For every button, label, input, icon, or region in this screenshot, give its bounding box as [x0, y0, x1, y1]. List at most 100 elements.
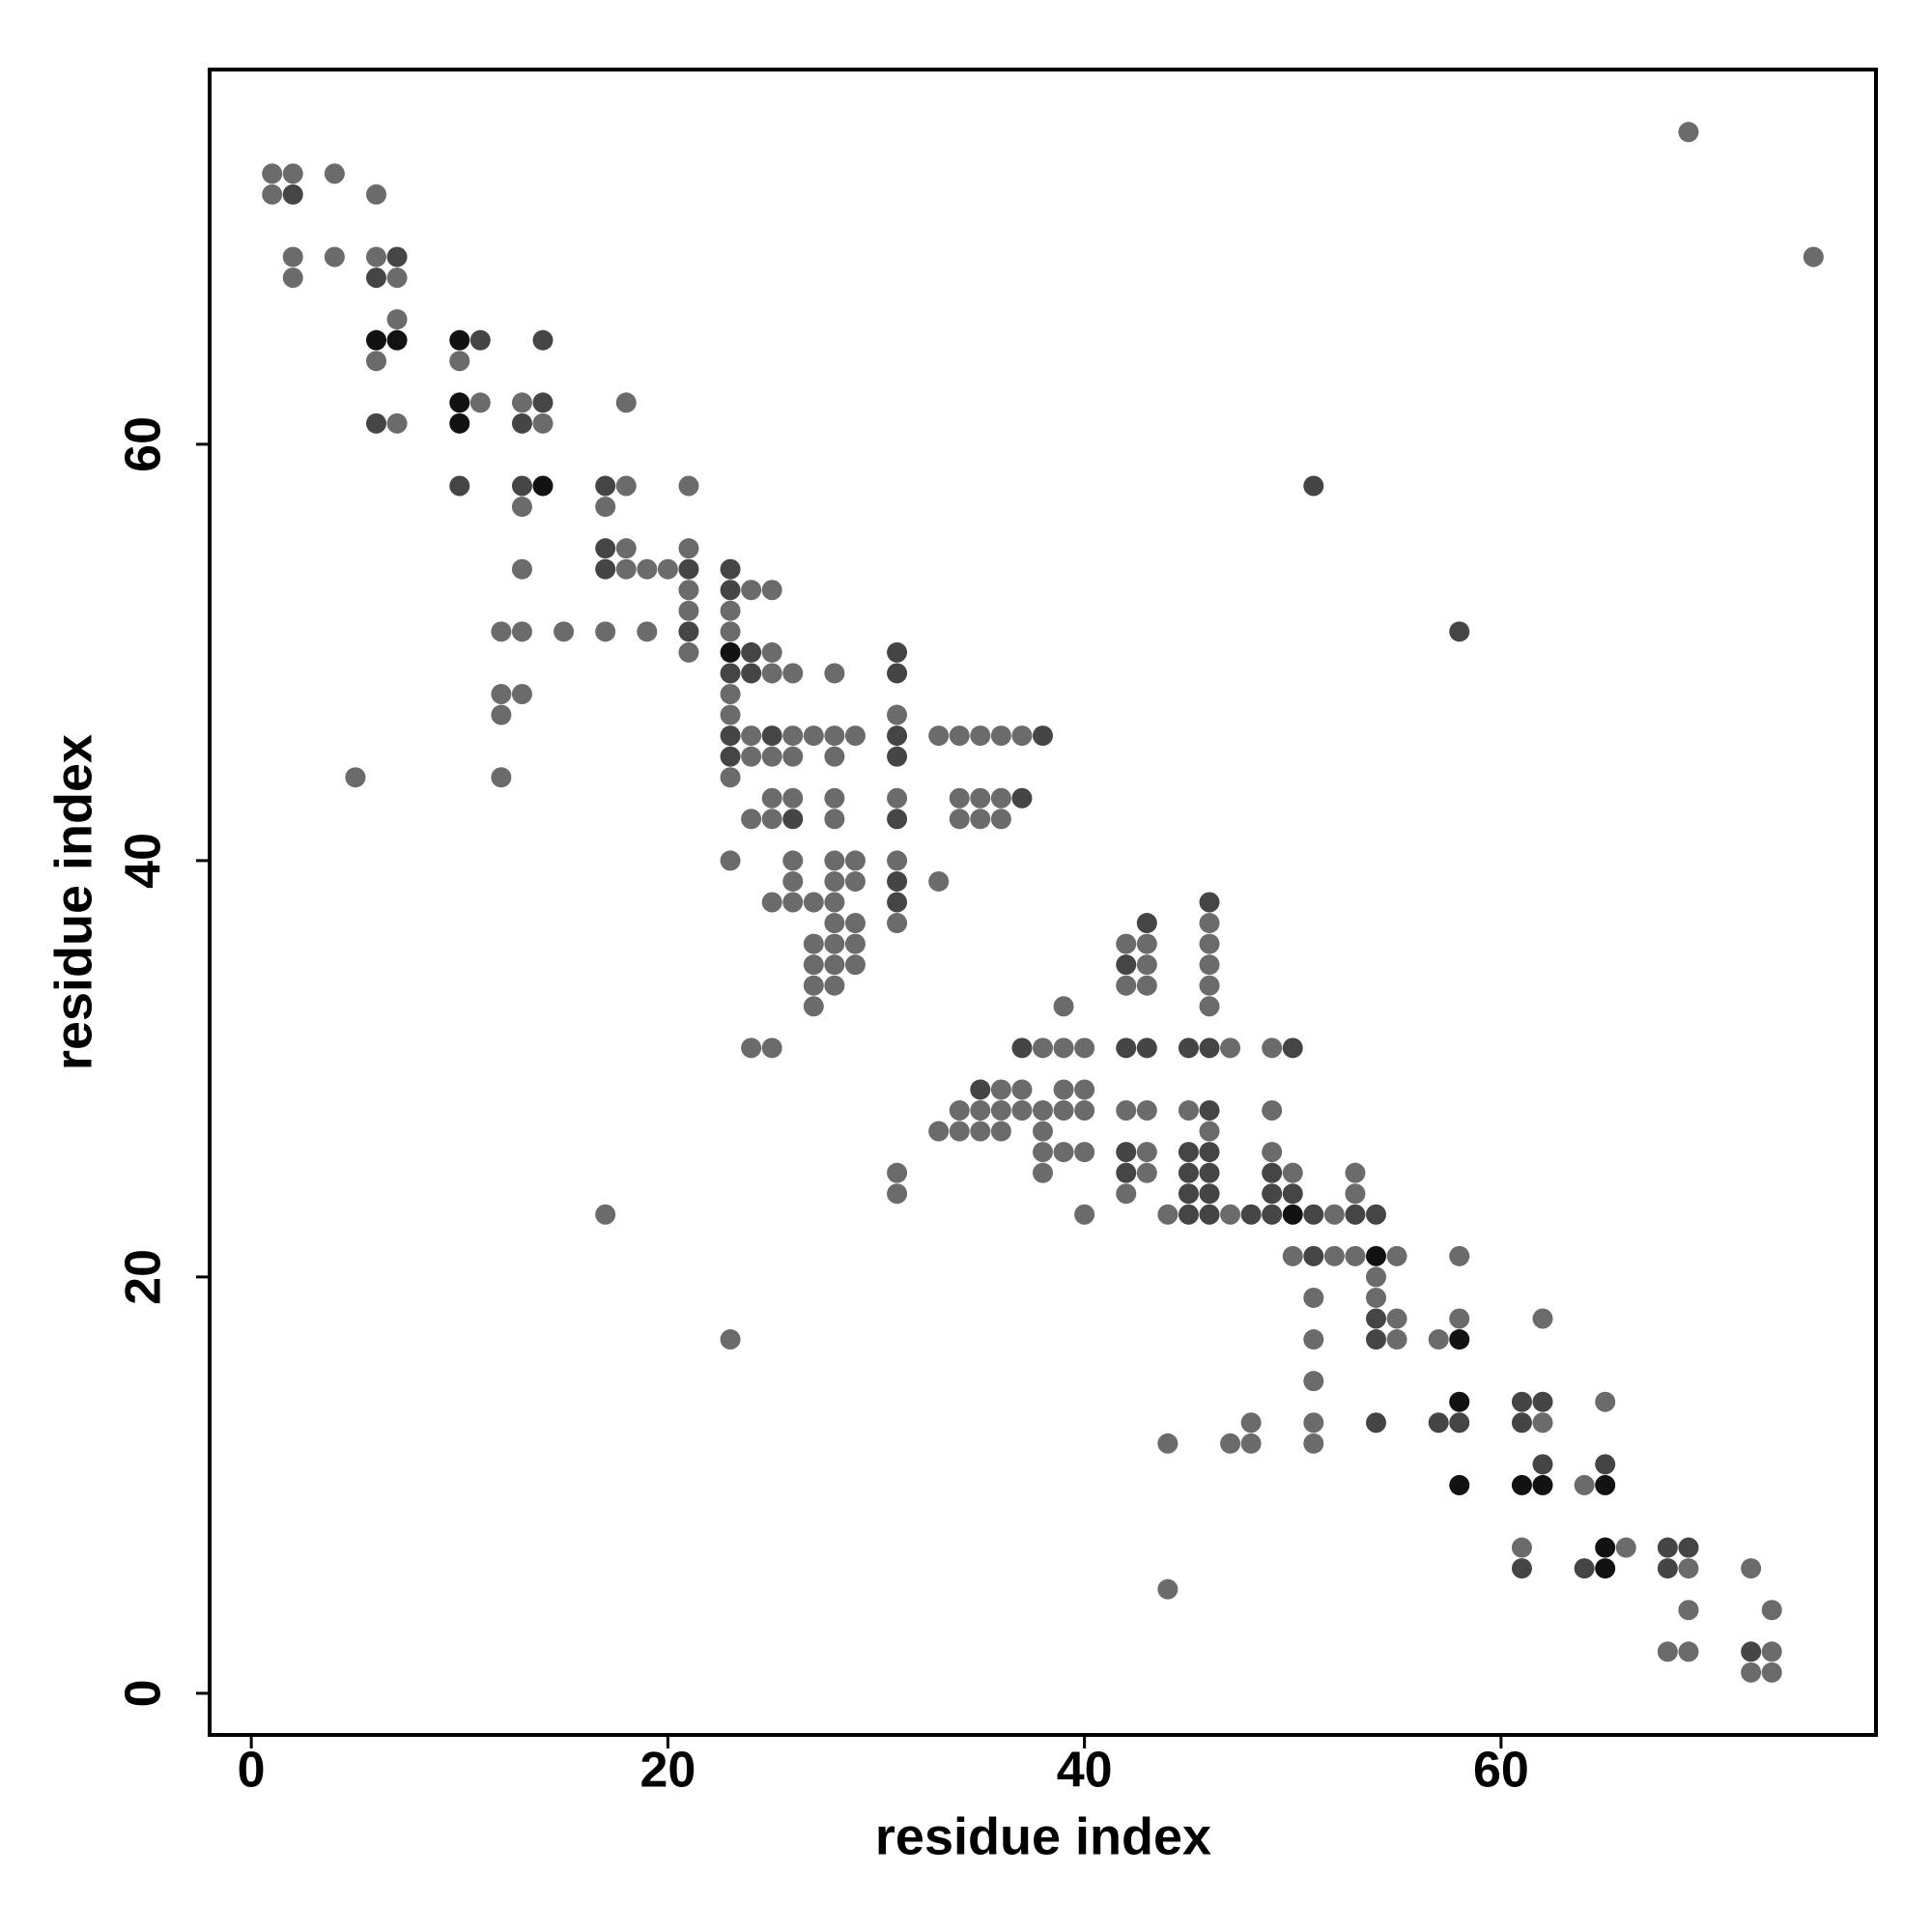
contact-point — [887, 725, 908, 747]
contact-point — [741, 580, 762, 601]
contact-point — [844, 933, 866, 954]
contact-point — [386, 329, 408, 351]
contact-point — [761, 580, 782, 601]
contact-point — [844, 850, 866, 871]
contact-point — [1511, 1474, 1532, 1495]
contact-point — [970, 725, 991, 747]
contact-point — [491, 684, 512, 704]
contact-point — [678, 621, 699, 642]
contact-point — [782, 809, 804, 830]
contact-point — [741, 1037, 762, 1059]
contact-point — [824, 870, 845, 892]
contact-point — [1011, 1079, 1033, 1100]
contact-point — [824, 809, 845, 830]
contact-point — [1011, 725, 1033, 747]
contact-point — [844, 725, 866, 747]
contact-point — [1366, 1412, 1386, 1434]
contact-point — [887, 641, 908, 663]
contact-point — [949, 725, 970, 747]
contact-point — [970, 1100, 991, 1121]
contact-point — [1240, 1412, 1262, 1434]
contact-point — [844, 870, 866, 892]
contact-point — [990, 787, 1011, 809]
contact-point — [761, 746, 782, 767]
contact-point — [1053, 1142, 1074, 1163]
contact-point — [720, 641, 741, 663]
contact-point — [282, 268, 303, 288]
contact-point — [678, 558, 699, 580]
contact-point — [720, 580, 741, 601]
contact-point — [1615, 1537, 1636, 1558]
contact-point — [1136, 1100, 1157, 1121]
contact-point — [720, 725, 741, 747]
contact-point — [1511, 1558, 1532, 1579]
contact-point — [282, 246, 303, 268]
contact-point — [720, 746, 741, 767]
contact-point — [1116, 1183, 1137, 1205]
contact-point — [824, 787, 845, 809]
contact-point — [720, 850, 741, 871]
contact-point — [511, 621, 532, 642]
contact-point — [1761, 1641, 1782, 1662]
contact-point — [1303, 1412, 1324, 1434]
contact-point — [990, 725, 1011, 747]
contact-point — [1262, 1100, 1283, 1121]
contact-point — [1386, 1245, 1407, 1266]
contact-point — [803, 996, 824, 1017]
contact-point — [678, 580, 699, 601]
contact-point — [1033, 1100, 1053, 1121]
contact-point — [990, 809, 1011, 830]
contact-point — [1449, 1391, 1470, 1412]
contact-point — [720, 1329, 741, 1350]
contact-point — [761, 1037, 782, 1059]
contact-point — [1345, 1245, 1366, 1266]
contact-point — [511, 684, 532, 704]
contact-point — [1116, 954, 1137, 976]
contact-point — [1449, 621, 1470, 642]
contact-point — [1449, 1308, 1470, 1329]
contact-point — [615, 475, 637, 497]
contact-point — [887, 850, 908, 871]
contact-point — [741, 746, 762, 767]
contact-point — [1220, 1433, 1241, 1454]
contact-point — [887, 746, 908, 767]
contact-point — [1303, 1329, 1324, 1350]
x-tick-label: 0 — [238, 1743, 266, 1799]
contact-point — [720, 704, 741, 725]
contact-point — [782, 850, 804, 871]
contact-point — [1011, 1100, 1033, 1121]
contact-point — [1678, 1537, 1699, 1558]
contact-point — [678, 600, 699, 621]
contact-point — [803, 975, 824, 996]
contact-point — [782, 746, 804, 767]
contact-point — [1136, 933, 1157, 954]
contact-point — [928, 1121, 950, 1142]
contact-point — [741, 809, 762, 830]
contact-point — [366, 268, 386, 288]
contact-point — [1511, 1412, 1532, 1434]
contact-point — [1074, 1204, 1095, 1225]
contact-point — [1116, 975, 1137, 996]
contact-point — [1199, 975, 1220, 996]
contact-point — [1741, 1641, 1762, 1662]
contact-point — [1345, 1204, 1366, 1225]
contact-point — [1136, 913, 1157, 934]
contact-point — [887, 913, 908, 934]
contact-point — [1449, 1474, 1470, 1495]
contact-point — [1240, 1433, 1262, 1454]
contact-point — [824, 954, 845, 976]
contact-point — [720, 600, 741, 621]
contact-point — [1262, 1037, 1283, 1059]
contact-point — [970, 787, 991, 809]
contact-point — [761, 892, 782, 913]
contact-point — [720, 767, 741, 788]
contact-point — [1345, 1183, 1366, 1205]
contact-point — [1741, 1558, 1762, 1579]
contact-point — [1657, 1537, 1678, 1558]
contact-point — [1199, 892, 1220, 913]
contact-point — [595, 558, 616, 580]
contact-point — [1511, 1391, 1532, 1412]
contact-point — [1199, 1142, 1220, 1163]
contact-point — [595, 497, 616, 518]
contact-point — [844, 913, 866, 934]
